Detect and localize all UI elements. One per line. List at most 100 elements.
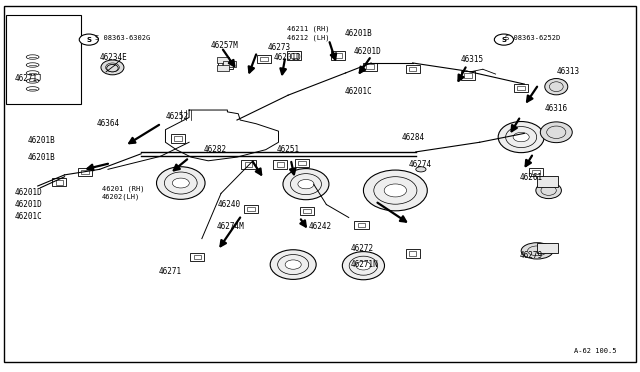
Text: S: S <box>86 36 92 43</box>
Bar <box>406 65 420 73</box>
Bar <box>276 162 284 167</box>
Bar <box>514 128 528 137</box>
Text: 46274M: 46274M <box>216 221 244 231</box>
Bar <box>221 62 229 67</box>
Text: 46271N: 46271N <box>351 260 378 269</box>
Circle shape <box>298 179 314 189</box>
Bar <box>465 73 472 78</box>
Text: 46202(LH): 46202(LH) <box>102 194 140 201</box>
Bar <box>56 180 63 185</box>
Ellipse shape <box>283 169 329 200</box>
Ellipse shape <box>521 243 553 259</box>
Text: 46257M: 46257M <box>210 41 238 51</box>
Bar <box>6 15 81 105</box>
Bar <box>172 135 185 142</box>
Text: 46272: 46272 <box>351 244 374 253</box>
Text: 46313: 46313 <box>556 67 579 76</box>
Bar <box>244 205 258 213</box>
Ellipse shape <box>540 122 572 142</box>
Text: 46201B: 46201B <box>28 136 55 145</box>
Bar <box>193 255 201 259</box>
Text: 46201 (RH): 46201 (RH) <box>102 186 144 192</box>
Ellipse shape <box>26 63 39 67</box>
Text: S 08363-6252D: S 08363-6252D <box>505 35 561 42</box>
Text: 46251: 46251 <box>276 145 300 154</box>
Bar <box>81 170 89 174</box>
Bar <box>532 170 540 174</box>
Circle shape <box>172 178 189 188</box>
Ellipse shape <box>26 87 39 91</box>
Bar <box>174 137 182 141</box>
Bar <box>461 71 475 80</box>
Circle shape <box>384 184 406 197</box>
Text: 46273: 46273 <box>268 42 291 51</box>
Text: 46211 (RH): 46211 (RH) <box>287 25 330 32</box>
Circle shape <box>356 262 371 270</box>
Text: 46282: 46282 <box>204 145 227 154</box>
Bar <box>409 251 417 256</box>
Bar <box>331 51 345 60</box>
Bar <box>409 67 417 71</box>
Text: 46261: 46261 <box>519 173 542 182</box>
Bar <box>355 221 369 229</box>
Bar <box>363 62 377 71</box>
Text: 46234E: 46234E <box>100 52 127 61</box>
Bar <box>78 168 92 176</box>
Text: S: S <box>501 36 506 43</box>
Bar <box>295 159 309 167</box>
Text: 46201D: 46201D <box>15 200 42 209</box>
Text: 46364: 46364 <box>97 119 120 128</box>
Bar <box>517 130 525 135</box>
Circle shape <box>513 132 529 142</box>
Bar <box>218 60 232 68</box>
Bar <box>514 84 528 92</box>
Bar <box>300 207 314 215</box>
Text: 46315: 46315 <box>461 55 484 64</box>
Text: 46279: 46279 <box>519 251 542 260</box>
Bar <box>529 168 543 176</box>
Bar <box>257 55 271 63</box>
Bar <box>358 223 365 227</box>
Circle shape <box>285 260 301 269</box>
Text: 46240: 46240 <box>218 200 241 209</box>
Text: 46284: 46284 <box>402 132 425 142</box>
Ellipse shape <box>342 251 385 280</box>
Text: 46242: 46242 <box>308 221 332 231</box>
Ellipse shape <box>416 167 426 172</box>
Text: 46212 (LH): 46212 (LH) <box>287 35 330 41</box>
Bar <box>244 162 252 167</box>
Bar <box>223 61 236 67</box>
Ellipse shape <box>157 167 205 199</box>
Ellipse shape <box>270 250 316 279</box>
Bar <box>190 253 204 261</box>
Circle shape <box>79 34 99 45</box>
Bar <box>241 160 255 169</box>
Text: 46201D: 46201D <box>353 47 381 56</box>
Text: 46274: 46274 <box>408 160 431 169</box>
Text: S 08363-6302G: S 08363-6302G <box>95 35 150 42</box>
Ellipse shape <box>26 79 39 83</box>
Bar <box>517 86 525 90</box>
Ellipse shape <box>536 182 561 199</box>
Text: 46271: 46271 <box>159 267 182 276</box>
Bar <box>537 176 557 187</box>
Ellipse shape <box>545 78 568 95</box>
Ellipse shape <box>101 60 124 75</box>
Text: 46201B: 46201B <box>344 29 372 38</box>
Text: 46201D: 46201D <box>15 188 42 197</box>
Bar <box>287 51 301 60</box>
Bar <box>303 209 311 214</box>
Bar <box>260 57 268 61</box>
Text: 46201B: 46201B <box>28 153 55 161</box>
Bar <box>216 57 229 63</box>
Ellipse shape <box>26 55 39 59</box>
Bar <box>298 161 306 165</box>
Bar <box>366 64 374 69</box>
Ellipse shape <box>364 170 428 211</box>
Bar <box>52 178 67 186</box>
Bar <box>406 249 420 257</box>
Circle shape <box>494 34 513 45</box>
Bar <box>334 53 342 58</box>
Ellipse shape <box>26 71 39 75</box>
Text: 46271J: 46271J <box>15 74 42 83</box>
